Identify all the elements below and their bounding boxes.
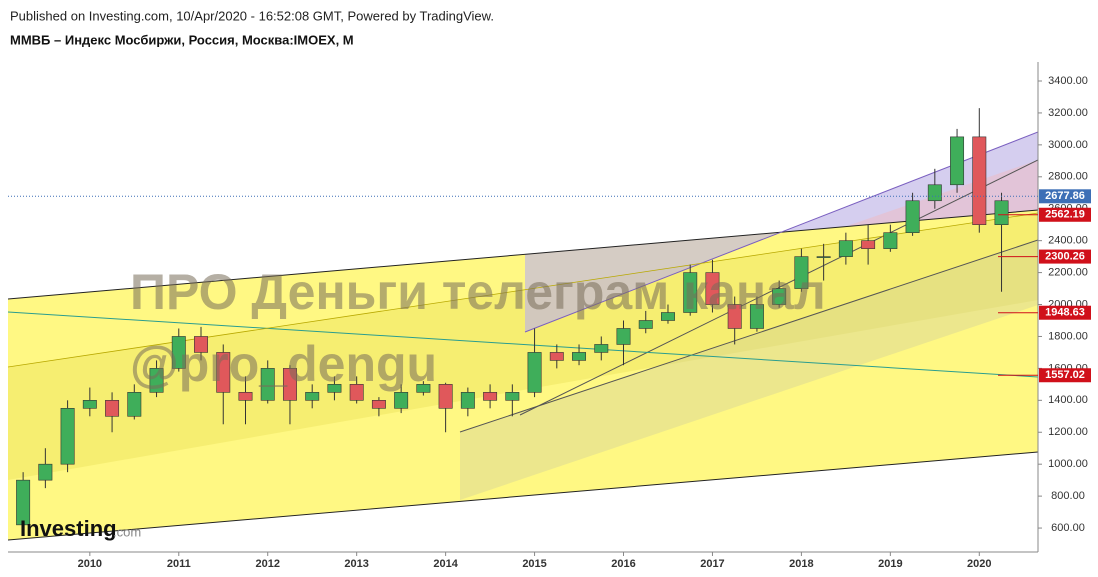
x-tick-label: 2020 <box>967 558 991 570</box>
candle-body <box>549 352 564 361</box>
candle-body <box>82 400 97 409</box>
candle-body <box>149 368 164 393</box>
candle-body <box>105 400 120 417</box>
candle-body <box>282 368 297 401</box>
candle-body <box>972 136 987 225</box>
candle-body <box>371 400 386 409</box>
candle-body <box>527 352 542 393</box>
candle-body <box>661 312 675 321</box>
candle-body <box>749 304 764 329</box>
y-tick-label: 1800.00 <box>1048 330 1088 342</box>
candle-body <box>216 352 231 393</box>
candle-body <box>572 352 587 361</box>
y-tick-label: 3200.00 <box>1048 107 1088 119</box>
price-label-box <box>1039 368 1091 383</box>
logo: Investing <box>20 516 117 541</box>
price-label-box <box>1039 249 1091 264</box>
price-label: 1948.63 <box>1045 307 1085 319</box>
x-tick-label: 2013 <box>344 558 368 570</box>
candle-body <box>861 240 876 249</box>
price-label: 1557.02 <box>1045 369 1085 381</box>
candle-body <box>883 232 898 249</box>
candle-body <box>460 392 475 409</box>
candle-body <box>794 256 809 289</box>
candle-body <box>16 479 31 526</box>
candle-body <box>38 463 53 481</box>
header: Published on Investing.com, 10/Apr/2020 … <box>10 8 494 23</box>
watermark: @pro_dengu <box>130 336 437 392</box>
trend-line <box>8 311 1038 378</box>
candle-body <box>994 200 1009 225</box>
logo: .com <box>113 524 141 539</box>
y-tick-label: 1400.00 <box>1048 394 1088 406</box>
candle-body <box>505 392 520 401</box>
price-label-box <box>1039 189 1091 204</box>
y-tick-label: 800.00 <box>1051 490 1085 502</box>
candle-body <box>260 368 275 401</box>
price-label: 2300.26 <box>1045 250 1085 262</box>
candle-body <box>394 392 409 409</box>
y-tick-label: 1000.00 <box>1048 458 1088 470</box>
channel-fill <box>850 160 1038 226</box>
x-tick-label: 2017 <box>700 558 724 570</box>
channel-fill <box>460 240 1038 500</box>
candle-body <box>616 328 631 345</box>
y-tick-label: 3000.00 <box>1048 139 1088 151</box>
y-tick-label: 3400.00 <box>1048 75 1088 87</box>
x-tick-label: 2015 <box>522 558 546 570</box>
candle-body <box>683 272 698 313</box>
y-tick-label: 2400.00 <box>1048 235 1088 247</box>
candle-body <box>238 392 253 401</box>
x-tick-label: 2010 <box>78 558 102 570</box>
candle-body <box>127 392 142 417</box>
candle-body <box>171 336 186 369</box>
x-tick-label: 2011 <box>167 558 191 570</box>
candle-body <box>772 288 787 305</box>
x-tick-label: 2018 <box>789 558 813 570</box>
candle-body <box>594 344 609 353</box>
chart-title: ММВБ – Индекс Мосбиржи, Россия, Москва:I… <box>10 32 354 47</box>
candle-body <box>638 320 653 329</box>
price-label-box <box>1039 207 1091 222</box>
trend-line <box>459 239 1038 433</box>
channel-fill <box>8 213 1038 480</box>
candles-layer <box>16 108 1009 529</box>
x-tick-label: 2014 <box>433 558 458 570</box>
y-tick-label: 1200.00 <box>1048 426 1088 438</box>
candle-body <box>60 408 75 465</box>
trend-line <box>8 209 1038 300</box>
candle-body <box>305 392 320 401</box>
candle-body <box>838 240 853 257</box>
candle-body <box>327 384 342 393</box>
watermark: ПРО Деньги телеграм канал <box>130 264 826 320</box>
price-label-box <box>1039 305 1091 320</box>
x-tick-label: 2012 <box>255 558 279 570</box>
y-tick-label: 2200.00 <box>1048 266 1088 278</box>
candle-body <box>950 136 965 186</box>
candle-body <box>438 384 453 409</box>
candle-body <box>905 200 920 233</box>
axes-layer: 600.00800.001000.001200.001400.001600.00… <box>8 75 1091 570</box>
candle-body <box>927 184 942 202</box>
candle-body <box>194 336 208 353</box>
price-label: 2677.86 <box>1045 190 1085 202</box>
candle-body <box>816 256 831 258</box>
y-tick-label: 600.00 <box>1051 522 1085 534</box>
candle-body <box>727 304 742 329</box>
trend-line <box>8 451 1038 541</box>
candle-body <box>483 392 498 401</box>
y-tick-label: 2800.00 <box>1048 171 1088 183</box>
price-label: 2562.19 <box>1045 209 1085 221</box>
candle-body <box>416 384 431 393</box>
x-tick-label: 2019 <box>878 558 902 570</box>
candle-body <box>705 272 720 305</box>
x-tick-label: 2016 <box>611 558 635 570</box>
candle-body <box>349 384 364 401</box>
